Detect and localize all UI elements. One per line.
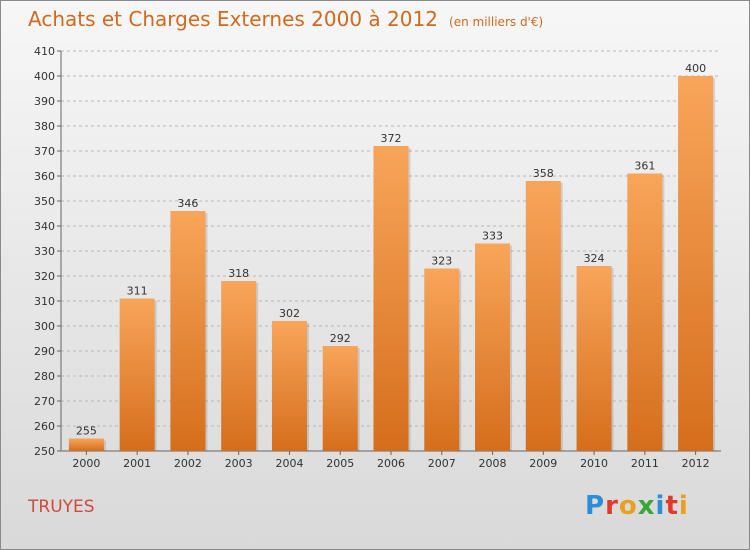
- y-tick-label: 390: [34, 95, 55, 108]
- logo-letter: i: [655, 491, 666, 521]
- y-tick-label: 330: [34, 245, 55, 258]
- data-label: 311: [127, 285, 148, 298]
- bar: [678, 76, 714, 451]
- y-tick-label: 410: [34, 45, 55, 58]
- y-tick-label: 250: [34, 445, 55, 458]
- x-tick-label: 2002: [174, 457, 202, 470]
- data-label: 346: [177, 197, 198, 210]
- data-label: 323: [431, 255, 452, 268]
- data-label: 292: [330, 332, 351, 345]
- bar: [373, 146, 409, 451]
- chart-title-main: Achats et Charges Externes 2000 à 2012: [28, 7, 438, 31]
- x-tick-label: 2003: [225, 457, 253, 470]
- data-label: 333: [482, 230, 503, 243]
- bar: [475, 243, 511, 451]
- bar: [119, 298, 155, 451]
- x-tick-label: 2006: [377, 457, 405, 470]
- logo-letter: x: [637, 491, 656, 521]
- x-tick-label: 2000: [72, 457, 100, 470]
- place-name: TRUYES: [28, 497, 95, 517]
- x-tick-label: 2005: [326, 457, 354, 470]
- logo-letter: i: [678, 491, 689, 521]
- y-tick-label: 270: [34, 395, 55, 408]
- x-tick-label: 2004: [275, 457, 303, 470]
- x-tick-label: 2010: [580, 457, 608, 470]
- y-tick-label: 260: [34, 420, 55, 433]
- bar: [170, 211, 206, 451]
- data-label: 358: [533, 167, 554, 180]
- logo-letter: r: [605, 491, 619, 521]
- data-label: 400: [685, 62, 706, 75]
- logo-letter: t: [665, 491, 679, 521]
- x-tick-label: 2009: [529, 457, 557, 470]
- logo-letter: o: [618, 491, 638, 521]
- y-tick-label: 280: [34, 370, 55, 383]
- data-label: 255: [76, 425, 97, 438]
- data-label: 318: [228, 267, 249, 280]
- data-label: 324: [584, 252, 605, 265]
- proxiti-logo: Proxiti: [585, 491, 689, 521]
- y-tick-label: 340: [34, 220, 55, 233]
- y-tick-label: 320: [34, 270, 55, 283]
- data-label: 361: [634, 160, 655, 173]
- data-label: 302: [279, 307, 300, 320]
- y-tick-label: 300: [34, 320, 55, 333]
- logo-letter: P: [585, 491, 606, 521]
- y-tick-label: 310: [34, 295, 55, 308]
- y-tick-label: 350: [34, 195, 55, 208]
- x-tick-label: 2008: [479, 457, 507, 470]
- x-tick-label: 2012: [682, 457, 710, 470]
- y-tick-label: 370: [34, 145, 55, 158]
- bar: [576, 266, 612, 451]
- bar: [221, 281, 257, 451]
- y-tick-label: 380: [34, 120, 55, 133]
- x-tick-label: 2007: [428, 457, 456, 470]
- bar: [68, 438, 104, 451]
- bar: [424, 268, 460, 451]
- bar: [271, 321, 307, 451]
- y-tick-label: 360: [34, 170, 55, 183]
- chart-title-unit: (en milliers d'€): [449, 15, 544, 29]
- bar: [525, 181, 561, 451]
- y-tick-label: 400: [34, 70, 55, 83]
- data-label: 372: [381, 132, 402, 145]
- chart-title: Achats et Charges Externes 2000 à 2012 (…: [28, 7, 543, 31]
- y-tick-label: 290: [34, 345, 55, 358]
- bar: [322, 346, 358, 451]
- bar: [627, 173, 663, 451]
- x-tick-label: 2001: [123, 457, 151, 470]
- x-tick-label: 2011: [631, 457, 659, 470]
